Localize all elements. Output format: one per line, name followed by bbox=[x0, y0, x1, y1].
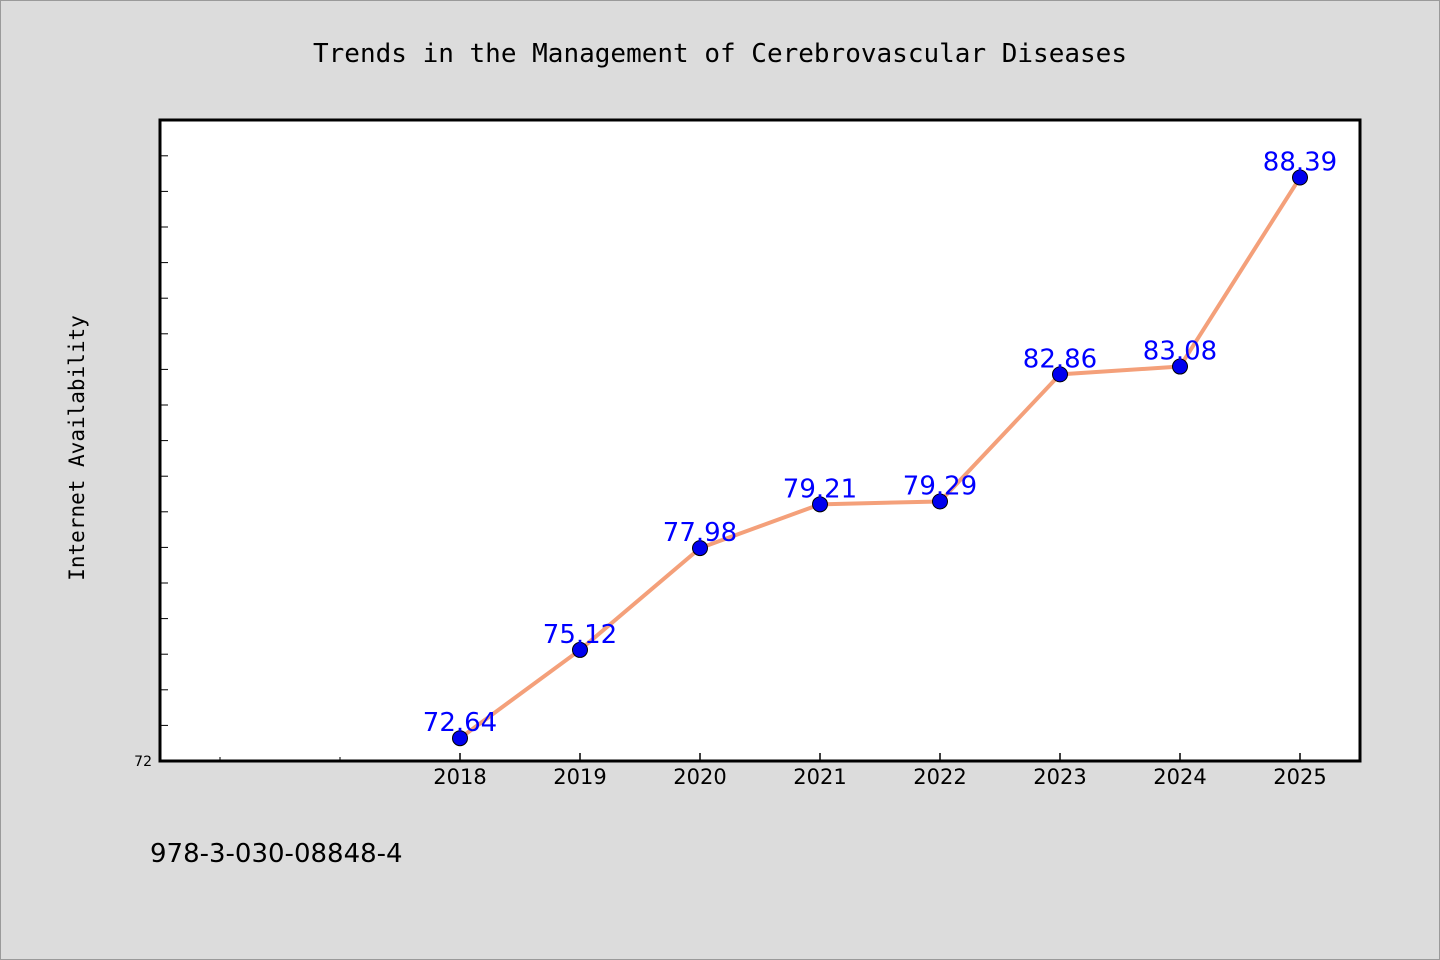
data-point bbox=[932, 493, 948, 510]
x-tick-label: 2020 bbox=[673, 765, 726, 789]
x-axis-ticks: 2018 2019 2020 2021 2022 2023 2024 2025 bbox=[219, 753, 1327, 789]
series-line bbox=[458, 175, 1302, 741]
series-group: 72.64 75.12 77.98 79.21 79.29 82.86 83.08 88.39 bbox=[423, 148, 1337, 747]
data-point bbox=[572, 641, 588, 658]
data-label: 75.12 bbox=[543, 620, 617, 650]
data-point bbox=[1052, 366, 1068, 383]
data-point bbox=[1292, 169, 1308, 186]
isbn-text: 978-3-030-08848-4 bbox=[150, 839, 403, 869]
data-point bbox=[692, 540, 708, 557]
chart-title: Trends in the Management of Cerebrovascu… bbox=[313, 39, 1127, 69]
data-point bbox=[1172, 358, 1188, 375]
y-axis-ticks: 72 bbox=[134, 155, 168, 770]
x-tick-label: 2019 bbox=[553, 765, 606, 789]
x-tick-label: 2023 bbox=[1033, 765, 1086, 789]
data-point bbox=[452, 730, 468, 747]
x-tick-label: 2025 bbox=[1273, 765, 1326, 789]
x-tick-label: 2022 bbox=[913, 765, 966, 789]
data-label: 72.64 bbox=[423, 708, 497, 738]
data-label: 88.39 bbox=[1263, 148, 1337, 178]
y-tick-label: 72 bbox=[134, 754, 152, 770]
x-tick-label: 2018 bbox=[433, 765, 486, 789]
plot-area bbox=[158, 118, 1362, 763]
data-label: 82.86 bbox=[1023, 344, 1097, 374]
data-label: 77.98 bbox=[663, 518, 737, 548]
x-tick-label: 2021 bbox=[793, 765, 846, 789]
data-label: 79.21 bbox=[783, 474, 857, 504]
x-tick-label: 2024 bbox=[1153, 765, 1206, 789]
y-axis-label: Internet Availability bbox=[65, 315, 89, 581]
data-point bbox=[812, 496, 828, 513]
data-label: 79.29 bbox=[903, 471, 977, 501]
data-label: 83.08 bbox=[1143, 337, 1217, 367]
